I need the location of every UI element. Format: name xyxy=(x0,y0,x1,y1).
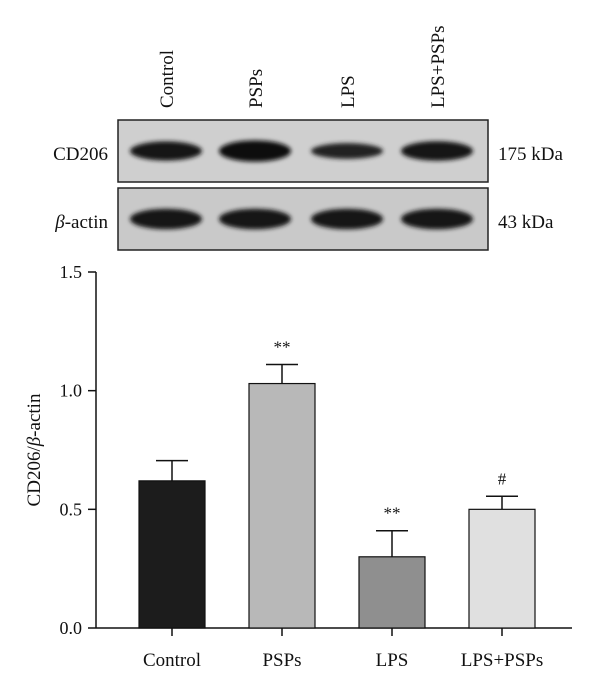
y-tick-label: 0.0 xyxy=(60,618,83,638)
x-tick-label: LPS xyxy=(376,650,409,671)
lane-label: PSPs xyxy=(246,69,267,108)
blot-band xyxy=(311,208,383,230)
x-tick-label: LPS+PSPs xyxy=(461,650,544,671)
x-tick-labels: Control PSPs LPS LPS+PSPs xyxy=(143,628,543,671)
western-blot: Control PSPs LPS LPS+PSPs CD206 β-actin 175… xyxy=(53,25,563,251)
blot-band xyxy=(130,208,202,230)
significance-label: ** xyxy=(384,504,401,523)
bar-chart: 0.0 0.5 1.0 1.5 ** ** # Control PSPs LPS LPS+PSP… xyxy=(24,262,572,671)
blot-band xyxy=(401,141,473,161)
bar xyxy=(138,480,206,629)
bar xyxy=(248,382,316,629)
bar xyxy=(468,508,536,629)
y-tick-label: 0.5 xyxy=(60,499,83,519)
blot-band xyxy=(219,140,291,162)
lane-labels: Control PSPs LPS LPS+PSPs xyxy=(157,25,449,108)
significance-label: # xyxy=(498,469,507,488)
blot-band xyxy=(130,141,202,161)
y-tick-label: 1.5 xyxy=(60,262,83,282)
lane-label: LPS xyxy=(338,75,359,108)
blot-bands xyxy=(130,140,473,230)
row-label-actin-text: -actin xyxy=(65,212,109,233)
y-axis-label-greek: β xyxy=(24,436,45,447)
blot-band xyxy=(219,208,291,230)
y-axis-label-suffix: -actin xyxy=(24,393,45,437)
bar xyxy=(358,556,426,629)
y-tick-label: 1.0 xyxy=(60,381,83,401)
bars: ** ** # xyxy=(138,338,536,629)
blot-band xyxy=(401,208,473,230)
x-tick-label: PSPs xyxy=(262,650,301,671)
lane-label: LPS+PSPs xyxy=(428,25,449,108)
significance-label: ** xyxy=(274,338,291,357)
y-axis-label: CD206/β-actin xyxy=(24,393,45,506)
row-label-actin-greek: β xyxy=(54,212,65,233)
mw-label-cd206: 175 kDa xyxy=(498,144,563,165)
lane-label: Control xyxy=(157,50,178,108)
x-tick-label: Control xyxy=(143,650,201,671)
mw-label-actin: 43 kDa xyxy=(498,212,554,233)
y-ticks: 0.0 0.5 1.0 1.5 xyxy=(60,262,96,638)
blot-band xyxy=(311,143,383,159)
y-axis-label-prefix: CD206/ xyxy=(24,446,45,507)
row-label-actin: β-actin xyxy=(54,212,108,233)
row-label-cd206: CD206 xyxy=(53,144,108,165)
